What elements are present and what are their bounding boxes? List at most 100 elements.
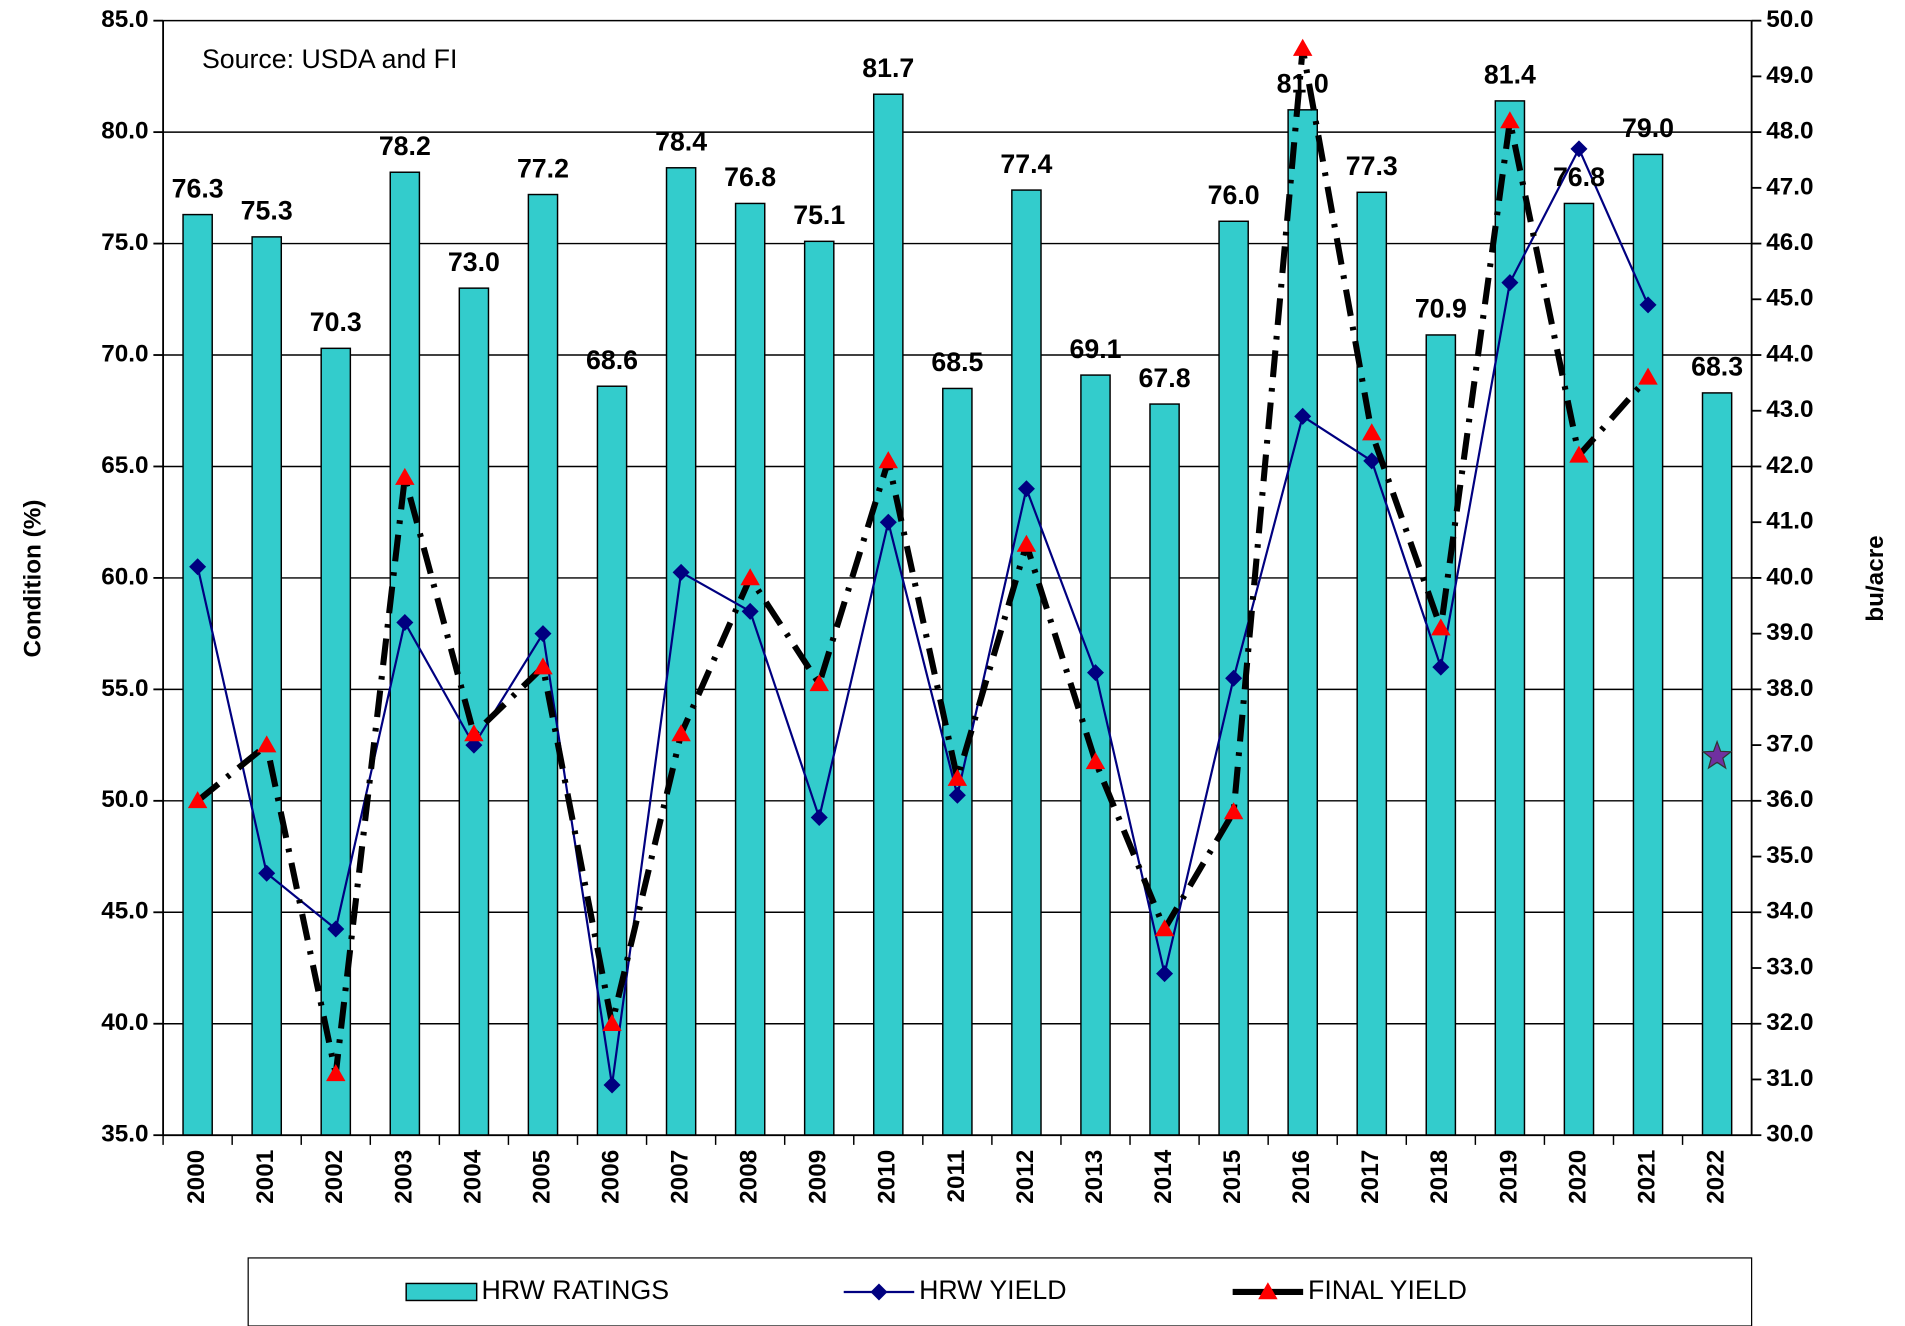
y2-tick-label: 36.0 bbox=[1766, 786, 1813, 813]
bar bbox=[1011, 189, 1042, 1136]
marker bbox=[1570, 140, 1588, 158]
marker bbox=[1500, 111, 1520, 129]
marker bbox=[809, 674, 829, 692]
marker bbox=[1639, 296, 1657, 314]
x-tick-label: 2003 bbox=[390, 1150, 417, 1204]
legend-box bbox=[247, 1257, 1753, 1326]
marker bbox=[1223, 802, 1244, 820]
y-tick-label: 40.0 bbox=[101, 1009, 148, 1036]
marker bbox=[741, 602, 759, 620]
value-label: 77.4 bbox=[1000, 149, 1052, 179]
marker bbox=[1154, 919, 1175, 937]
bar bbox=[1632, 153, 1664, 1136]
bar bbox=[1563, 202, 1595, 1136]
x-tick-label: 2011 bbox=[943, 1150, 970, 1203]
value-label: 75.3 bbox=[241, 196, 293, 226]
y-tick-label: 55.0 bbox=[101, 675, 148, 702]
x-tick-label: 2006 bbox=[597, 1150, 624, 1204]
marker bbox=[1569, 445, 1589, 463]
value-label: 76.8 bbox=[1553, 162, 1605, 192]
marker bbox=[1258, 1282, 1278, 1300]
marker bbox=[947, 768, 968, 786]
y2-tick-label: 46.0 bbox=[1766, 229, 1813, 256]
value-label: 78.4 bbox=[655, 127, 707, 157]
bar bbox=[1287, 109, 1319, 1136]
y2-tick-label: 50.0 bbox=[1766, 6, 1813, 33]
legend-swatch bbox=[405, 1282, 478, 1302]
y2-tick-label: 30.0 bbox=[1766, 1121, 1813, 1148]
bar bbox=[251, 236, 283, 1136]
bar bbox=[1080, 374, 1111, 1136]
y2-tick-label: 34.0 bbox=[1766, 898, 1813, 925]
marker bbox=[878, 451, 899, 469]
marker bbox=[258, 864, 276, 882]
bars bbox=[182, 93, 1733, 1136]
bar bbox=[1356, 191, 1388, 1136]
value-label: 75.1 bbox=[793, 200, 845, 230]
marker bbox=[810, 809, 828, 827]
x-tick-label: 2022 bbox=[1703, 1150, 1730, 1204]
y2-tick-label: 38.0 bbox=[1766, 675, 1813, 702]
bar bbox=[1425, 334, 1457, 1136]
y2-tick-label: 31.0 bbox=[1766, 1065, 1813, 1092]
y-tick-label: 85.0 bbox=[101, 6, 148, 33]
x-tick-label: 2015 bbox=[1219, 1150, 1246, 1204]
marker bbox=[1638, 367, 1658, 385]
y2-tick-label: 42.0 bbox=[1766, 452, 1813, 479]
marker bbox=[671, 724, 691, 742]
y2-tick-label: 39.0 bbox=[1766, 619, 1813, 646]
y-tick-label: 80.0 bbox=[101, 118, 148, 145]
x-tick-label: 2010 bbox=[874, 1150, 901, 1204]
y-tick-label: 65.0 bbox=[101, 452, 148, 479]
x-tick-label: 2017 bbox=[1357, 1150, 1384, 1204]
value-label: 69.1 bbox=[1069, 334, 1121, 364]
marker bbox=[189, 558, 207, 576]
x-tick-label: 2018 bbox=[1426, 1150, 1453, 1204]
value-label: 68.5 bbox=[931, 347, 983, 377]
marker bbox=[740, 568, 760, 586]
y2-tick-label: 48.0 bbox=[1766, 118, 1813, 145]
y-tick-label: 75.0 bbox=[101, 229, 148, 256]
value-label: 77.2 bbox=[517, 153, 569, 183]
marker bbox=[396, 613, 414, 632]
marker bbox=[948, 786, 966, 804]
x-tick-label: 2012 bbox=[1012, 1150, 1039, 1204]
marker bbox=[533, 657, 553, 675]
marker bbox=[1431, 618, 1451, 636]
bar bbox=[1149, 403, 1180, 1136]
x-tick-label: 2007 bbox=[667, 1150, 694, 1204]
marker bbox=[879, 513, 897, 531]
axes: 35.0 40.0 45.0 50.0 55.0 60.0 65.0 70.0 75.0 80.0… bbox=[101, 6, 1813, 1204]
marker bbox=[1085, 752, 1106, 770]
value-label: 81.0 bbox=[1277, 69, 1329, 99]
marker bbox=[1156, 965, 1174, 983]
marker bbox=[187, 791, 208, 809]
marker bbox=[603, 1076, 621, 1094]
marker bbox=[1432, 658, 1450, 676]
y-tick-label: 45.0 bbox=[101, 898, 148, 925]
marker bbox=[1017, 480, 1035, 498]
value-label: 78.2 bbox=[379, 131, 431, 161]
marker bbox=[256, 735, 277, 753]
x-tick-label: 2000 bbox=[183, 1150, 210, 1204]
y-tick-label: 50.0 bbox=[101, 786, 148, 813]
y2-axis-title: bu/acre bbox=[1862, 535, 1889, 621]
x-tick-label: 2005 bbox=[528, 1150, 555, 1204]
bar bbox=[1701, 392, 1733, 1136]
y2-tick-label: 33.0 bbox=[1766, 953, 1813, 980]
marker bbox=[1225, 669, 1243, 687]
marker bbox=[1362, 423, 1382, 441]
marker bbox=[870, 1283, 888, 1301]
y2-tick-label: 40.0 bbox=[1766, 563, 1813, 590]
y2-tick-label: 32.0 bbox=[1766, 1009, 1813, 1036]
annotation-box bbox=[187, 30, 528, 92]
x-tick-label: 2004 bbox=[459, 1149, 486, 1204]
value-label: 68.6 bbox=[586, 345, 638, 375]
x-tick-label: 2020 bbox=[1564, 1150, 1591, 1204]
y2-tick-label: 41.0 bbox=[1766, 508, 1813, 535]
labels: 76.3 75.3 70.3 78.2 73.0 77.2 68.6 78.4 76.8 75.1… bbox=[172, 53, 1743, 393]
bar bbox=[872, 93, 904, 1136]
marker bbox=[326, 1064, 346, 1082]
marker bbox=[1086, 664, 1105, 682]
